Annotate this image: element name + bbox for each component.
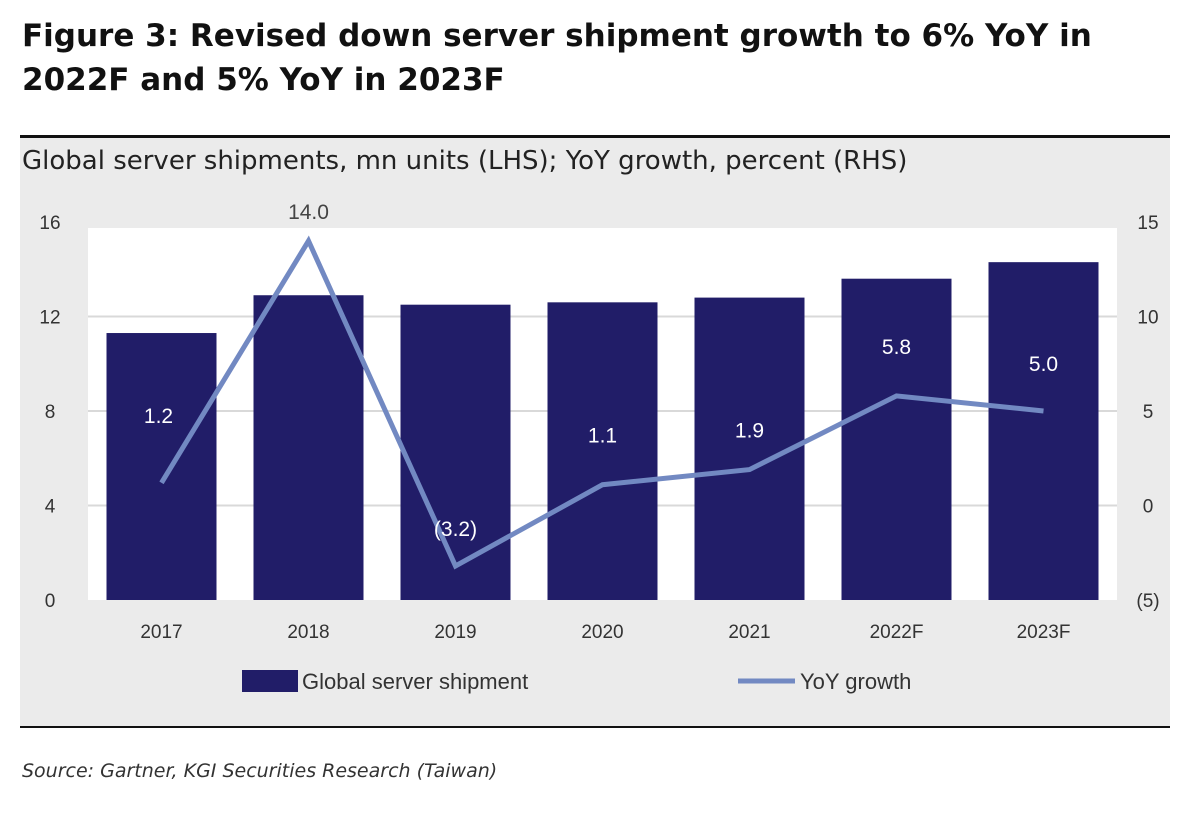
left-axis-tick: 0 bbox=[45, 591, 56, 612]
right-axis-tick: (5) bbox=[1136, 591, 1159, 612]
left-axis-tick: 16 bbox=[39, 213, 60, 234]
data-label: 5.8 bbox=[882, 336, 911, 359]
source-note: Source: Gartner, KGI Securities Research… bbox=[22, 760, 498, 782]
legend-label: YoY growth bbox=[800, 669, 911, 694]
left-axis-tick: 12 bbox=[39, 308, 60, 329]
x-axis-tick: 2022F bbox=[870, 622, 924, 643]
data-label: (3.2) bbox=[434, 518, 477, 541]
data-label: 5.0 bbox=[1029, 353, 1058, 376]
data-label: 1.2 bbox=[144, 405, 173, 428]
bar bbox=[400, 304, 511, 600]
data-label: 14.0 bbox=[288, 201, 329, 224]
x-axis-tick: 2020 bbox=[581, 622, 623, 643]
yoy-growth-line bbox=[159, 235, 1044, 570]
data-label: 1.1 bbox=[588, 425, 617, 448]
x-axis-tick: 2019 bbox=[434, 622, 476, 643]
bar bbox=[988, 262, 1099, 600]
x-axis-tick: 2018 bbox=[287, 622, 329, 643]
bar bbox=[547, 302, 658, 600]
x-axis-tick: 2017 bbox=[140, 622, 182, 643]
legend-label: Global server shipment bbox=[302, 669, 528, 694]
chart-subtitle: Global server shipments, mn units (LHS);… bbox=[22, 146, 908, 176]
data-label: 1.9 bbox=[735, 420, 764, 443]
left-axis-tick: 8 bbox=[45, 402, 56, 423]
title-rule bbox=[20, 135, 1170, 138]
right-axis-tick: 5 bbox=[1143, 402, 1154, 423]
x-axis-tick: 2021 bbox=[728, 622, 770, 643]
legend-bar-swatch bbox=[242, 670, 298, 692]
bar bbox=[841, 278, 952, 600]
left-axis-tick: 4 bbox=[45, 497, 56, 518]
right-axis-tick: 0 bbox=[1143, 497, 1154, 518]
bar bbox=[106, 333, 217, 600]
figure-title: Figure 3: Revised down server shipment g… bbox=[22, 18, 1092, 98]
x-axis-tick: 2023F bbox=[1017, 622, 1071, 643]
bar bbox=[253, 295, 364, 600]
right-axis-tick: 15 bbox=[1137, 213, 1158, 234]
right-axis-tick: 10 bbox=[1137, 308, 1158, 329]
